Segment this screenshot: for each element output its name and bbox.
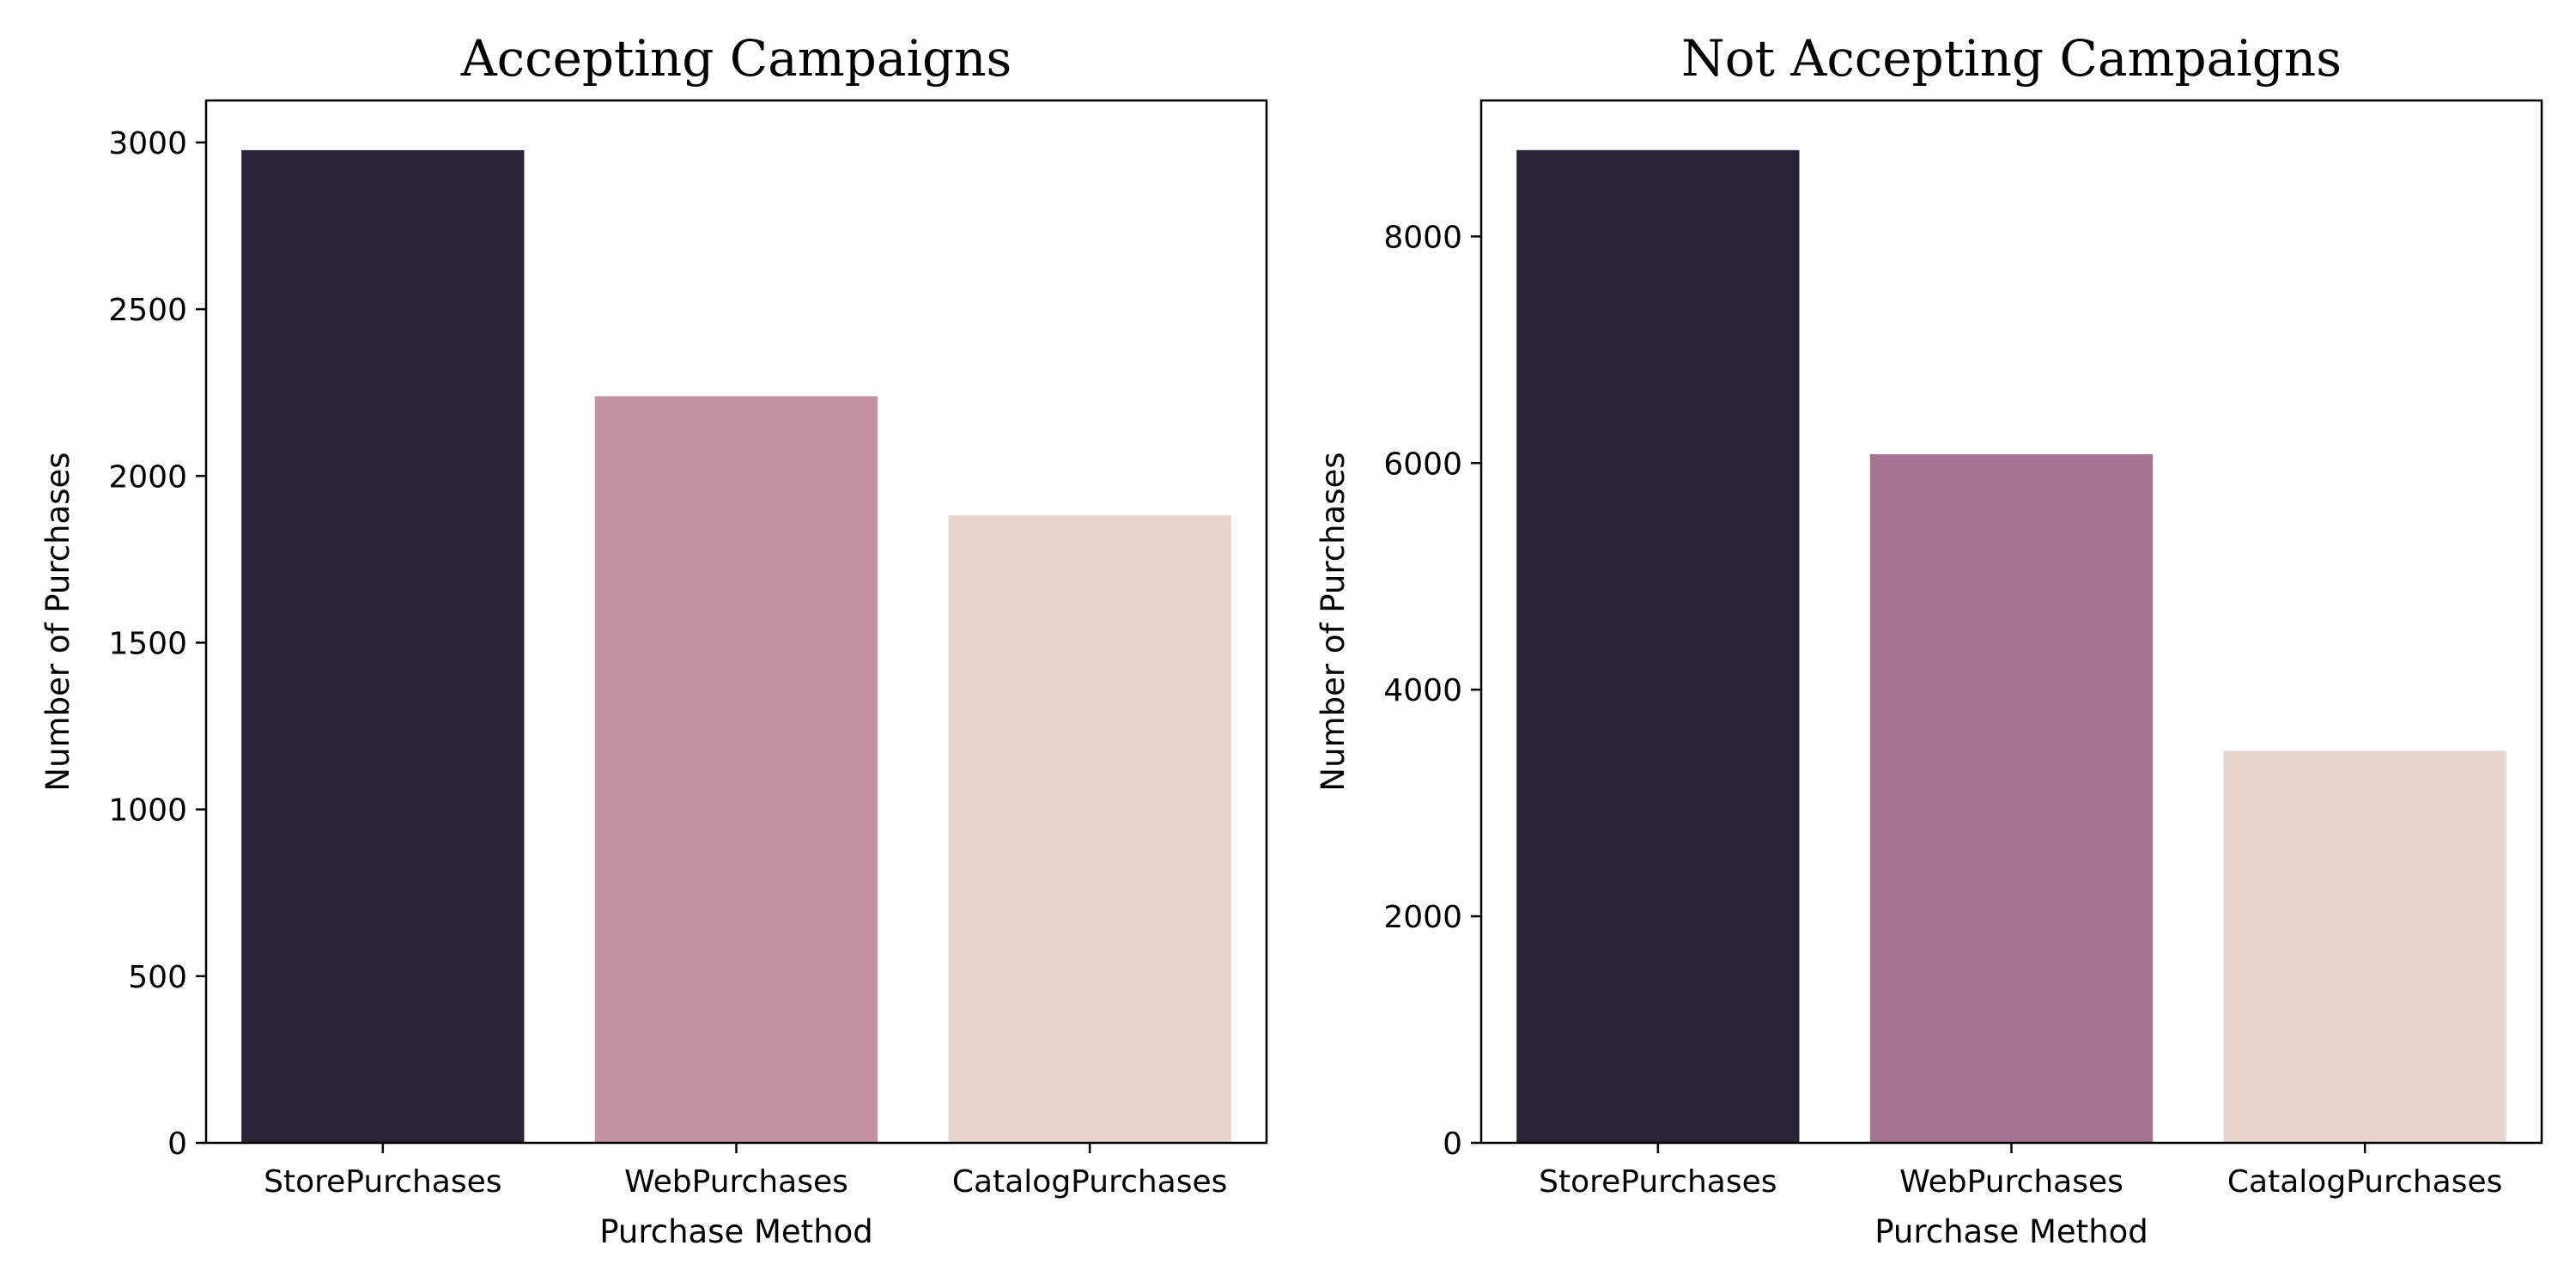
y-tick-label: 2000	[108, 459, 187, 495]
y-tick-label: 1500	[108, 626, 187, 661]
chart-title: Not Accepting Campaigns	[1681, 29, 2342, 88]
y-tick-label: 1000	[108, 793, 187, 829]
bar-CatalogPurchases	[948, 515, 1231, 1143]
y-tick-label: 8000	[1383, 220, 1462, 255]
y-axis-label: Number of Purchases	[39, 452, 76, 791]
y-tick-label: 500	[128, 960, 187, 995]
y-tick-label: 3000	[108, 126, 187, 161]
bar-StorePurchases	[241, 149, 525, 1144]
bar-WebPurchases	[594, 396, 878, 1143]
chart-panel-1: 0 500 1000 1500 2000 2500 3000 StorePurchases We…	[39, 29, 1268, 1250]
y-tick-label: 2000	[1383, 900, 1462, 935]
y-tick-label: 6000	[1383, 447, 1462, 482]
bar-CatalogPurchases	[2223, 750, 2506, 1143]
x-tick-label: StorePurchases	[264, 1164, 501, 1200]
y-tick-label: 0	[167, 1127, 187, 1162]
x-tick-label: StorePurchases	[1539, 1164, 1777, 1200]
x-axis-label: Purchase Method	[1874, 1213, 2148, 1250]
y-axis-label: Number of Purchases	[1315, 452, 1352, 791]
x-axis-label: Purchase Method	[599, 1213, 873, 1250]
chart-title: Accepting Campaigns	[460, 29, 1012, 88]
y-tick-label: 2500	[108, 293, 187, 328]
x-tick-label: CatalogPurchases	[952, 1164, 1227, 1200]
x-tick-label: WebPurchases	[1899, 1164, 2123, 1200]
y-tick-label: 0	[1443, 1127, 1462, 1162]
bar-WebPurchases	[1869, 453, 2154, 1143]
y-tick-label: 4000	[1383, 673, 1462, 708]
x-tick-label: CatalogPurchases	[2227, 1164, 2502, 1200]
bar-StorePurchases	[1516, 149, 1800, 1143]
x-tick-label: WebPurchases	[624, 1164, 848, 1200]
chart-panel-2: 0 2000 4000 6000 8000 StorePurchases WebPurcha…	[1315, 29, 2543, 1250]
